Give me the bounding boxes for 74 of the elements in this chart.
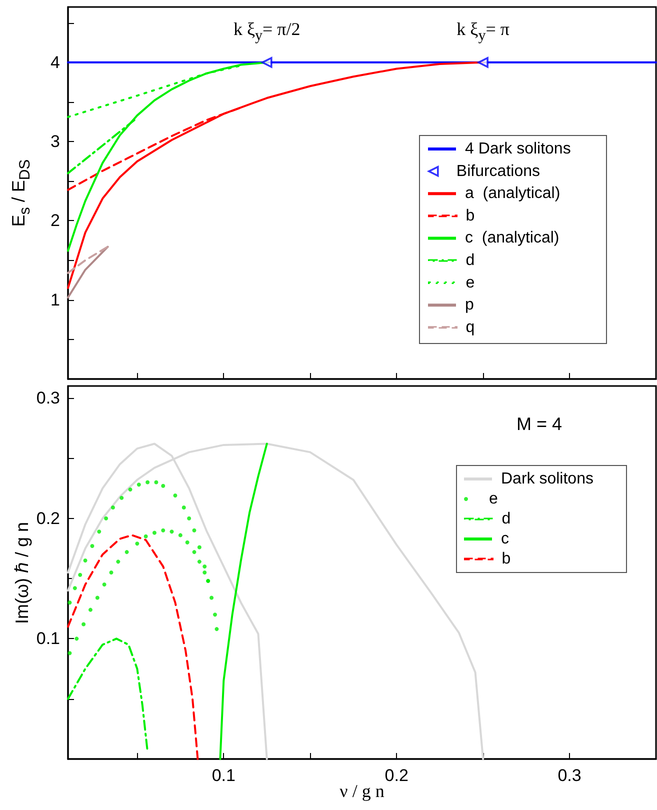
x-tick-label: 0.2: [384, 766, 408, 785]
legend-label: d: [466, 252, 475, 269]
legend-label: a (analytical): [465, 185, 560, 202]
legend-label: 4 Dark solitons: [465, 140, 571, 158]
point: [202, 570, 207, 574]
point: [72, 586, 77, 590]
annotation: k ξ$_{y}$= π/2: [233, 20, 300, 46]
point: [187, 516, 192, 520]
point: [197, 560, 202, 564]
point: [192, 528, 196, 532]
point: [88, 608, 92, 612]
point: [83, 558, 88, 562]
point: [173, 493, 178, 498]
annotation: k ξ$_{y}$= π: [456, 20, 510, 46]
point: [136, 482, 141, 487]
point: [152, 530, 156, 535]
point: [128, 487, 132, 492]
legend-label: b: [466, 207, 475, 224]
point: [120, 496, 124, 500]
x-axis-title: ν / g n: [340, 781, 384, 802]
legend-label: q: [466, 318, 475, 336]
y-tick-label: 0.3: [36, 388, 60, 408]
line-series: [67, 534, 199, 760]
point: [95, 596, 100, 600]
point: [197, 545, 202, 550]
annotation: M = 4: [516, 414, 562, 435]
point: [214, 627, 219, 632]
point: [144, 534, 148, 538]
point: [202, 564, 207, 568]
point: [170, 530, 174, 534]
point: [124, 550, 129, 554]
point: [68, 600, 72, 605]
point: [68, 651, 72, 656]
point: [192, 550, 196, 554]
point: [210, 596, 214, 600]
point: [109, 570, 114, 574]
legend-label: Dark solitons: [501, 470, 594, 488]
legend-label: b: [502, 550, 511, 568]
y-tick-label: 4: [50, 52, 60, 72]
y-tick-label: 0.2: [36, 508, 60, 528]
point: [213, 612, 217, 617]
legend-label: e: [466, 274, 475, 292]
line-series: [219, 442, 268, 760]
legend-label: Bifurcations: [456, 162, 540, 180]
y-tick-label: 2: [50, 211, 60, 230]
legend-label: e: [489, 490, 498, 508]
point: [161, 484, 166, 488]
point: [135, 542, 140, 546]
point: [78, 572, 82, 577]
x-tick-label: 0.1: [212, 766, 236, 785]
y-tick-label: 3: [50, 132, 60, 152]
legend-label: d: [502, 510, 511, 528]
point: [116, 560, 120, 564]
y-tick-label: 0.1: [36, 629, 60, 648]
point: [182, 506, 186, 510]
legend-label: c (analytical): [465, 230, 560, 247]
point: [102, 582, 106, 587]
point: [206, 578, 210, 583]
point: [110, 506, 115, 510]
point: [104, 516, 108, 520]
y-tick-label: 1: [50, 290, 60, 310]
point: [146, 480, 150, 484]
point: [185, 540, 190, 544]
point: [161, 528, 166, 532]
point: [90, 544, 94, 548]
point: [154, 480, 158, 484]
legend-label: c: [501, 530, 509, 548]
y-axis-title: Im(ω) ℏ / g n: [11, 521, 33, 624]
point: [97, 530, 102, 534]
legend-label: p: [465, 296, 474, 314]
x-tick-label: 0.3: [558, 766, 582, 785]
point: [178, 533, 182, 538]
point: [82, 622, 86, 626]
point: [74, 636, 79, 641]
